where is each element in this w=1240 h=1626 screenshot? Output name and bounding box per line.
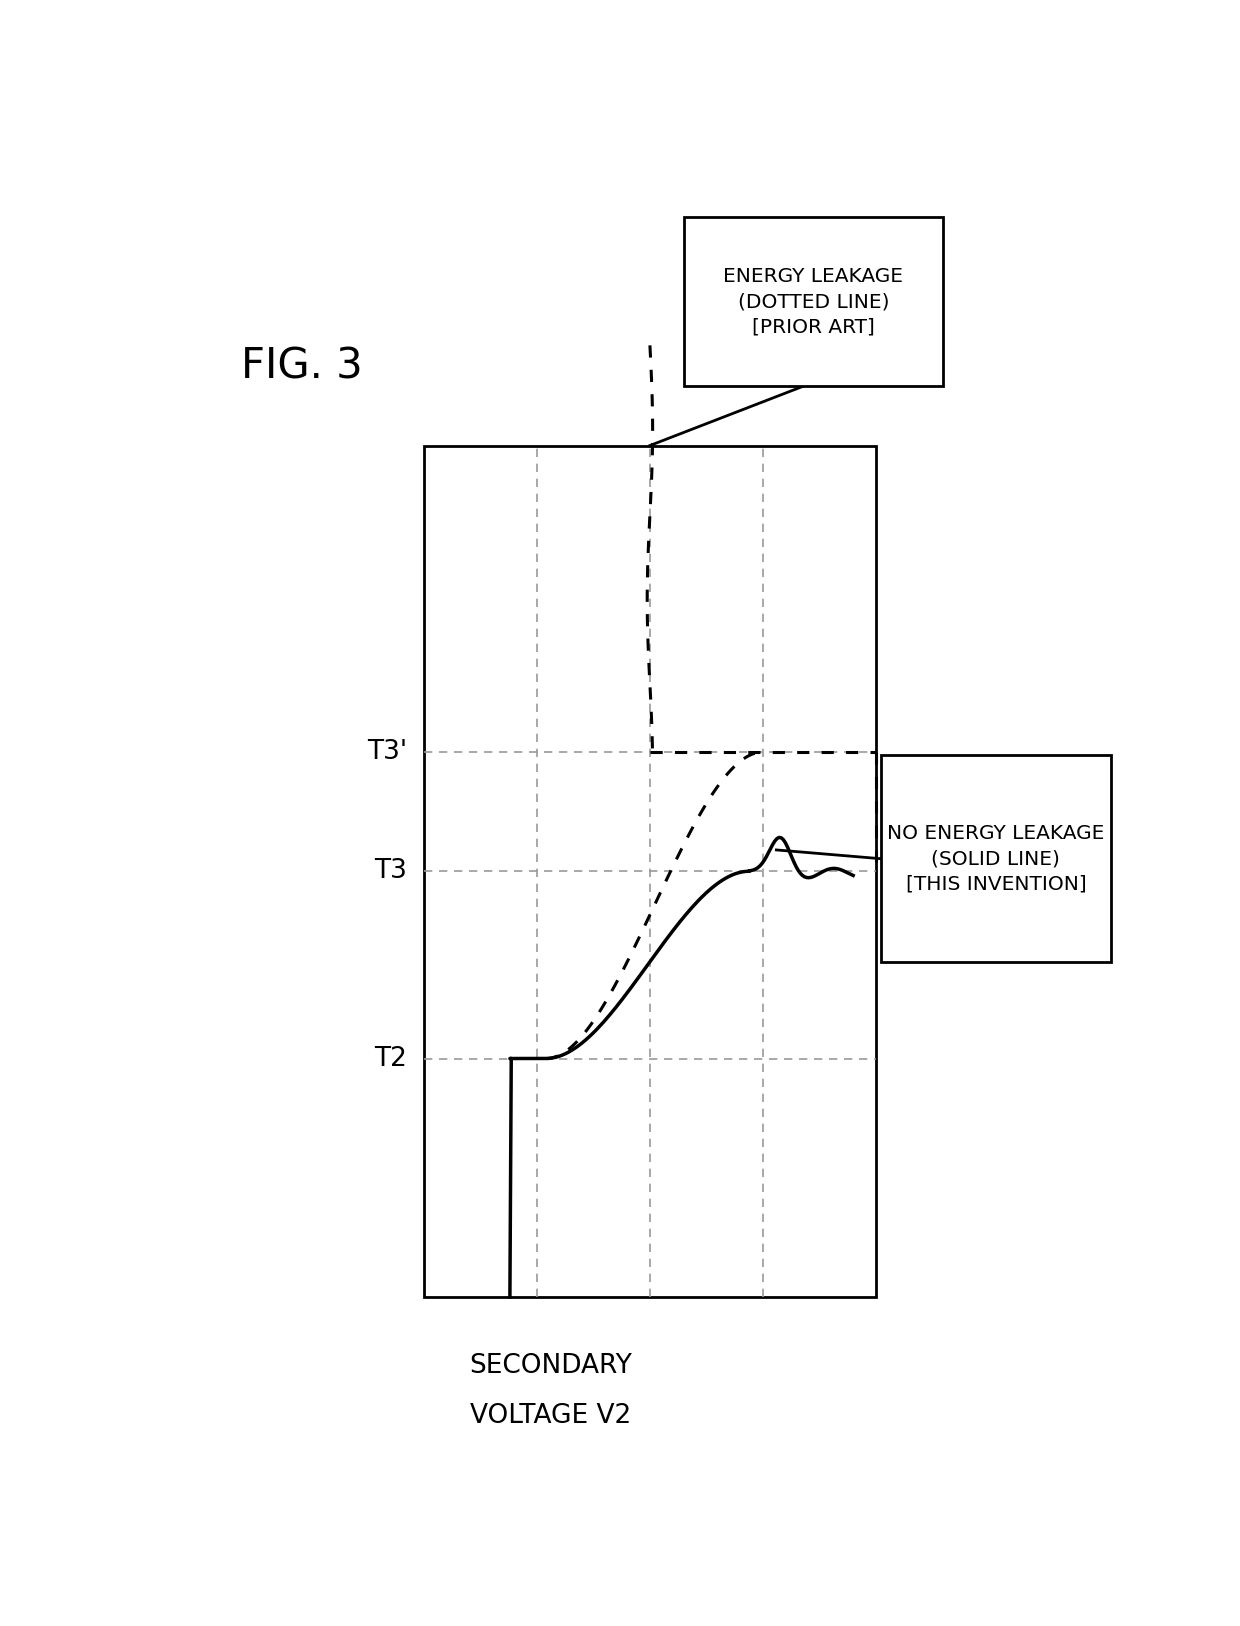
Text: VOLTAGE V2: VOLTAGE V2 — [470, 1403, 631, 1429]
Text: ENERGY LEAKAGE
(DOTTED LINE)
[PRIOR ART]: ENERGY LEAKAGE (DOTTED LINE) [PRIOR ART] — [723, 267, 903, 337]
Bar — [683, 216, 944, 385]
Bar — [424, 446, 875, 1298]
Text: NO ENERGY LEAKAGE
(SOLID LINE)
[THIS INVENTION]: NO ENERGY LEAKAGE (SOLID LINE) [THIS INV… — [887, 824, 1105, 893]
Text: T3: T3 — [374, 859, 407, 885]
Text: T2: T2 — [374, 1046, 407, 1072]
Text: FIG. 3: FIG. 3 — [242, 345, 363, 387]
Bar — [880, 756, 1111, 963]
Text: SECONDARY: SECONDARY — [469, 1353, 632, 1379]
Text: T3': T3' — [367, 740, 407, 764]
